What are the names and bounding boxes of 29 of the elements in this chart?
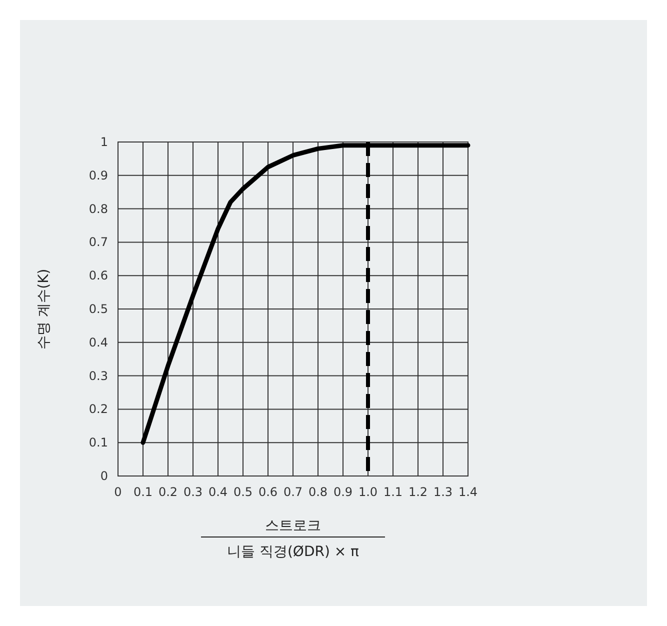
y-tick-label: 0.6 [88, 268, 108, 283]
x-tick-label: 1.2 [408, 485, 428, 499]
y-tick-label: 0 [100, 469, 108, 483]
x-tick-label: 0.3 [183, 485, 203, 499]
text: 니들 직경(ØDR) × π [227, 544, 360, 560]
x-tick-label: 0.1 [133, 485, 153, 499]
y-tick-label: 0.5 [88, 302, 108, 316]
y-tick-label: 0.1 [88, 436, 108, 450]
y-axis-title: 수명 계수(K) [36, 268, 52, 350]
y-tick-label: 1 [100, 135, 108, 149]
y-tick-label: 0.7 [88, 235, 108, 250]
y-tick-label: 0.9 [88, 168, 108, 182]
x-tick-label: 1.0 [358, 485, 378, 499]
x-tick-label: 1.3 [433, 485, 453, 499]
x-tick-label: 0.5 [233, 485, 253, 499]
x-tick-label: 0.8 [308, 485, 328, 499]
y-tick-label: 0.4 [88, 335, 108, 350]
x-tick-label: 0.6 [258, 485, 278, 499]
x-tick-label: 0.7 [283, 485, 303, 499]
x-tick-label: 1.4 [458, 485, 478, 499]
x-tick-label: 1.1 [383, 485, 403, 499]
y-tick-label: 0.3 [88, 368, 108, 383]
x-tick-label: 0.9 [333, 485, 353, 499]
x-tick-label: 0.2 [158, 485, 178, 499]
x-tick-label: 0.4 [208, 485, 228, 499]
y-tick-label: 0.2 [88, 402, 108, 416]
x-tick-label: 0 [114, 485, 122, 499]
x-axis-title: 스트로크 [265, 518, 321, 534]
y-tick-label: 0.8 [88, 202, 108, 216]
